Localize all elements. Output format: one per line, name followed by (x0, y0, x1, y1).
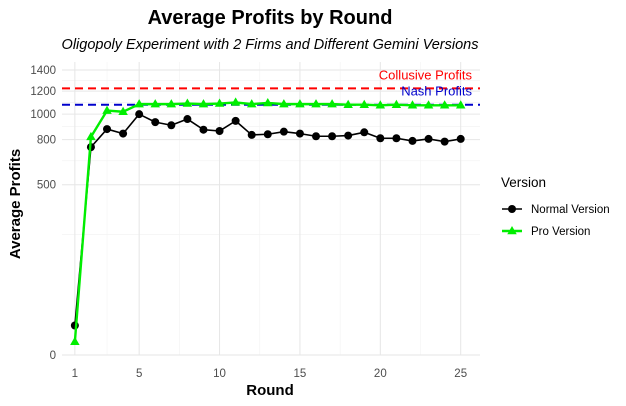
data-point (86, 131, 96, 141)
reference-lines-layer: Collusive Profits Nash Profits (62, 67, 480, 106)
data-point (182, 98, 193, 107)
data-point (360, 128, 369, 137)
data-point (198, 99, 209, 108)
reference-line-label: Nash Profits (401, 84, 472, 99)
data-point (455, 100, 466, 109)
legend-items: Normal Version Pro Version (502, 204, 610, 238)
legend-label: Pro Version (531, 226, 590, 238)
data-point (103, 125, 112, 134)
x-tick-label: 10 (213, 368, 226, 380)
data-point (150, 99, 160, 108)
data-point (231, 116, 240, 125)
y-tick-label: 0 (50, 350, 56, 362)
y-tick-label: 1200 (30, 86, 56, 98)
data-point (295, 129, 304, 138)
data-point (230, 97, 241, 106)
x-tick-label: 20 (374, 368, 387, 380)
data-point (263, 130, 272, 139)
data-point (327, 99, 337, 108)
data-point (183, 115, 192, 124)
data-point (135, 110, 144, 119)
data-point (199, 125, 208, 134)
data-point (102, 105, 112, 114)
series-layer (70, 97, 466, 346)
data-point (247, 130, 256, 139)
data-point (70, 336, 80, 346)
data-point (424, 134, 433, 143)
data-point (311, 99, 321, 108)
data-point (439, 100, 450, 109)
data-point (151, 118, 160, 127)
data-point (328, 132, 337, 141)
data-point (295, 99, 305, 108)
legend-key-marker (508, 205, 516, 213)
x-tick-label: 5 (136, 368, 142, 380)
chart-title: Average Profits by Round (148, 7, 393, 29)
x-tick-label: 15 (294, 368, 307, 380)
legend-label: Normal Version (531, 204, 610, 216)
data-point (312, 132, 321, 141)
y-tick-label: 500 (37, 180, 56, 192)
legend-key-marker (507, 226, 517, 235)
data-point (456, 134, 465, 143)
data-point (375, 100, 386, 109)
data-point (263, 97, 273, 107)
legend: Version Normal Version Pro Version (501, 175, 610, 238)
x-axis-title: Round (246, 382, 293, 399)
data-point (246, 99, 257, 108)
y-tick-label: 800 (37, 135, 56, 147)
data-point (118, 106, 128, 116)
data-point (408, 136, 417, 145)
data-point (344, 131, 353, 140)
data-point (279, 99, 289, 108)
data-point (167, 121, 176, 130)
reference-line-label: Collusive Profits (379, 67, 473, 82)
data-point (376, 134, 385, 143)
y-tick-label: 1000 (30, 109, 56, 121)
data-point (343, 99, 353, 108)
series-line (74, 113, 461, 326)
data-point (359, 99, 369, 108)
data-point (119, 129, 128, 138)
data-point (423, 100, 434, 109)
data-point (440, 137, 449, 146)
y-axis-title: Average Profits (7, 149, 24, 259)
x-tick-label: 25 (454, 368, 467, 380)
legend-title: Version (501, 175, 546, 190)
data-point (166, 99, 177, 108)
data-point (134, 99, 144, 108)
x-tick-label: 1 (72, 368, 78, 380)
series-line (73, 101, 461, 342)
y-tick-label: 1400 (30, 65, 56, 77)
data-point (392, 134, 401, 143)
data-point (391, 99, 402, 108)
data-point (215, 127, 224, 136)
chart-subtitle: Oligopoly Experiment with 2 Firms and Di… (62, 37, 479, 53)
data-point (214, 98, 225, 107)
data-point (407, 100, 418, 109)
data-point (279, 127, 288, 136)
